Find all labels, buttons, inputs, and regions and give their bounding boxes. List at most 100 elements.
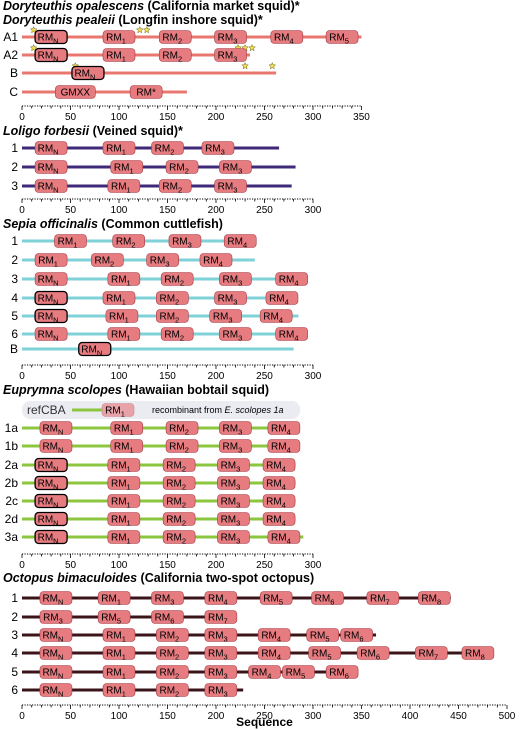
domain-name: RM (263, 594, 279, 605)
tick-label: 250 (256, 112, 273, 123)
row-label: 4 (11, 646, 18, 660)
domain-rm3: RM3 (209, 309, 242, 325)
domain-rmn: RMN (34, 47, 68, 64)
domain-box (165, 160, 199, 174)
species-title: Loligo forbesii (Veined squid)* (3, 124, 183, 138)
domain-subscript: 7 (434, 653, 438, 662)
domain-name: RM (106, 649, 122, 660)
domain-box (417, 591, 451, 605)
domain-subscript: 3 (233, 55, 237, 64)
domain-box (217, 494, 250, 508)
domain-name: RM (169, 424, 185, 435)
domain-rm3: RM3 (219, 160, 252, 176)
tick-label: 150 (159, 205, 176, 216)
domain-label: RM5 (286, 668, 306, 681)
domain-name: RM (221, 497, 237, 508)
domain-subscript: 3 (236, 537, 240, 546)
domain-subscript: 2 (182, 501, 186, 510)
domain-subscript: 5 (327, 653, 331, 662)
protein-row: 6 RMN RM1 RM2 RM3 (11, 683, 244, 699)
domain-rm8: RM8 (417, 591, 451, 607)
domain-box (158, 179, 192, 193)
domain-subscript: 6 (170, 617, 174, 626)
domain-name: RM (203, 256, 219, 267)
domain-name: RM (315, 594, 331, 605)
domain-name: RM* (136, 88, 156, 99)
domain-label: RM1 (106, 33, 126, 46)
domain-subscript: N (58, 446, 63, 455)
domain-name: RM (465, 649, 481, 660)
domain-subscript: 2 (182, 483, 186, 492)
domain-name: RM (312, 649, 328, 660)
domain-name: RM (208, 594, 224, 605)
domain-subscript: 6 (376, 653, 380, 662)
domain-label: RM4 (266, 479, 286, 492)
protein-row: 2a RMN RM1 RM2 RM3 RM4 (5, 457, 296, 474)
domain-name: RM (223, 424, 239, 435)
domain-label: RM3 (223, 163, 243, 176)
domain-box (146, 253, 179, 267)
domain-subscript: 4 (282, 465, 286, 474)
domain-box (259, 309, 293, 323)
domain-subscript: 3 (228, 316, 232, 325)
domain-box (217, 476, 250, 490)
domain-rmn: RMN (34, 179, 68, 195)
domain-rmn: RMN (34, 475, 68, 492)
tick-label: 300 (305, 371, 322, 382)
domain-box (34, 29, 68, 45)
domain-label: RM4 (271, 424, 291, 437)
domain-box (39, 591, 73, 605)
domain-subscript: 2 (178, 55, 182, 64)
sequence-axis: 0 50 100 150 200 250 300 (19, 364, 322, 382)
domain-rm1: RM1 (102, 291, 136, 307)
domain-rm1: RM1 (102, 665, 136, 681)
star-marker (29, 43, 38, 52)
domain-name: RM (261, 631, 277, 642)
domain-rm2: RM2 (156, 291, 189, 307)
domain-box (156, 309, 189, 323)
domain-subscript: 3 (221, 148, 225, 157)
domain-label: RM2 (166, 515, 186, 528)
domain-box (39, 683, 73, 697)
tick-label: 250 (256, 560, 273, 571)
domain-label: RM3 (223, 424, 243, 437)
tick-label: 100 (111, 371, 128, 382)
row-label: 6 (11, 683, 18, 697)
protein-row: 2b RMN RM1 RM2 RM3 RM4 (5, 475, 296, 492)
domain-rm4: RM4 (262, 458, 296, 474)
domain-label: RM2 (159, 686, 179, 699)
domain-rm2: RM2 (156, 646, 189, 662)
row-label: 2b (5, 476, 19, 490)
domain-name: RM (263, 312, 279, 323)
domain-rm1: RM1 (54, 234, 87, 250)
domain-box (151, 591, 184, 605)
domain-box (199, 253, 233, 267)
domain-subscript: 5 (301, 672, 305, 681)
domain-subscript: 5 (345, 37, 349, 46)
domain-rm1: RM1 (107, 272, 141, 288)
domain-name: RM (106, 668, 122, 679)
domain-box (219, 327, 252, 341)
domain-rm4: RM4 (262, 476, 296, 492)
domain-name: RM (42, 649, 58, 660)
domain-name: RM (38, 51, 54, 62)
domain-label: RM3 (223, 442, 243, 455)
domain-subscript: 2 (180, 279, 184, 288)
domain-label: RMN (38, 33, 59, 46)
protein-row: 1a RMN RM1 RM2 RM3 RM4 (5, 421, 301, 437)
domain-subscript: 1 (127, 465, 131, 474)
domain-label: RM2 (159, 668, 179, 681)
domain-label: RM3 (223, 330, 243, 343)
domain-subscript: 1 (121, 410, 125, 419)
row-label: 2c (5, 494, 18, 508)
domain-box (209, 309, 242, 323)
domain-name: RM (286, 668, 302, 679)
tick-label: 100 (111, 560, 128, 571)
domain-box (262, 494, 296, 508)
reference-note: recombinant from E. scolopes 1a (152, 405, 284, 415)
domain-box (34, 179, 68, 193)
protein-row: 3 RMN RM1 RM2 RM3 RM4 (11, 272, 308, 288)
domain-subscript: 1 (122, 298, 126, 307)
species-name: Sepia officinalis (3, 217, 98, 231)
domain-name: RM (111, 497, 127, 508)
